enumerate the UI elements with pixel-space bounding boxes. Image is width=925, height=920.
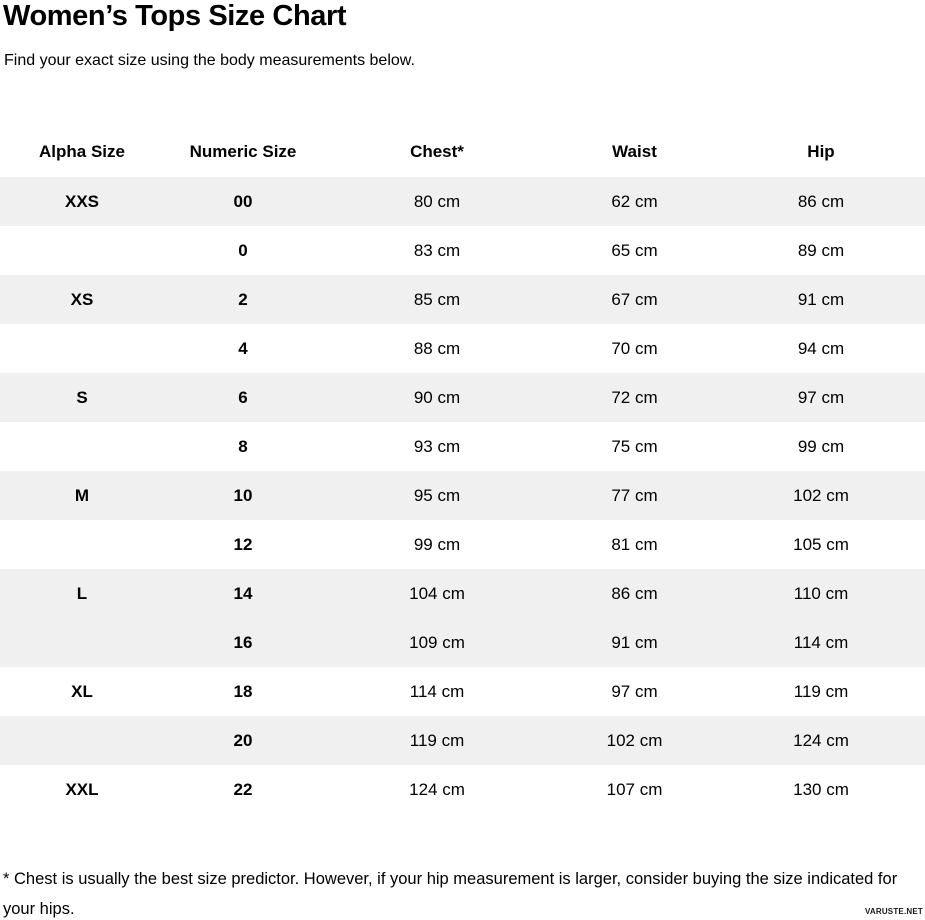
table-row: L 14 104 cm 86 cm 110 cm bbox=[0, 569, 925, 618]
table-row: 16 109 cm 91 cm 114 cm bbox=[0, 618, 925, 667]
table-row: S 6 90 cm 72 cm 97 cm bbox=[0, 373, 925, 422]
column-header: Hip bbox=[807, 142, 835, 161]
numeric-size-cell: 00 bbox=[233, 191, 253, 211]
table-row: 20 119 cm 102 cm 124 cm bbox=[0, 716, 925, 765]
chest-cell: 99 cm bbox=[413, 534, 461, 554]
waist-cell: 77 cm bbox=[611, 485, 658, 505]
chest-cell: 95 cm bbox=[413, 485, 461, 505]
table-header-row: Alpha Size Numeric Size Chest* Waist Hip bbox=[0, 127, 925, 177]
alpha-size-cell: S bbox=[76, 387, 88, 407]
numeric-size-cell: 4 bbox=[238, 338, 248, 358]
column-header: Alpha Size bbox=[39, 142, 125, 161]
table-row: 4 88 cm 70 cm 94 cm bbox=[0, 324, 925, 373]
waist-cell: 86 cm bbox=[611, 583, 658, 603]
waist-cell: 72 cm bbox=[611, 387, 658, 407]
table-row: M 10 95 cm 77 cm 102 cm bbox=[0, 471, 925, 520]
numeric-size-cell: 22 bbox=[233, 779, 253, 799]
hip-cell: 124 cm bbox=[793, 730, 849, 750]
waist-cell: 70 cm bbox=[611, 338, 658, 358]
table-row: 8 93 cm 75 cm 99 cm bbox=[0, 422, 925, 471]
numeric-size-cell: 0 bbox=[238, 240, 248, 260]
hip-cell: 91 cm bbox=[797, 289, 845, 309]
alpha-size-cell: XS bbox=[70, 289, 94, 309]
table-row: XL 18 114 cm 97 cm 119 cm bbox=[0, 667, 925, 716]
numeric-size-cell: 20 bbox=[233, 730, 253, 750]
numeric-size-cell: 14 bbox=[233, 583, 253, 603]
chest-cell: 119 cm bbox=[409, 730, 465, 750]
chest-footnote: * Chest is usually the best size predict… bbox=[3, 870, 898, 918]
chest-cell: 85 cm bbox=[413, 289, 461, 309]
numeric-size-cell: 18 bbox=[233, 681, 253, 701]
column-header: Numeric Size bbox=[189, 142, 297, 161]
numeric-size-cell: 6 bbox=[238, 387, 248, 407]
chest-cell: 80 cm bbox=[413, 191, 461, 211]
hip-cell: 97 cm bbox=[797, 387, 845, 407]
watermark: VARUSTE.NET bbox=[864, 907, 923, 916]
numeric-size-cell: 16 bbox=[233, 632, 253, 652]
numeric-size-cell: 12 bbox=[233, 534, 253, 554]
table-row: 12 99 cm 81 cm 105 cm bbox=[0, 520, 925, 569]
alpha-size-cell: XL bbox=[71, 681, 93, 701]
chest-cell: 88 cm bbox=[413, 338, 461, 358]
page-subtitle: Find your exact size using the body meas… bbox=[4, 52, 415, 69]
table-row: 0 83 cm 65 cm 89 cm bbox=[0, 226, 925, 275]
waist-cell: 107 cm bbox=[606, 779, 663, 799]
hip-cell: 119 cm bbox=[793, 681, 849, 701]
table-row: XS 2 85 cm 67 cm 91 cm bbox=[0, 275, 925, 324]
chest-cell: 124 cm bbox=[409, 779, 465, 799]
waist-cell: 62 cm bbox=[611, 191, 658, 211]
waist-cell: 67 cm bbox=[611, 289, 658, 309]
waist-cell: 102 cm bbox=[606, 730, 663, 750]
chest-cell: 114 cm bbox=[409, 681, 465, 701]
waist-cell: 91 cm bbox=[611, 632, 658, 652]
waist-cell: 81 cm bbox=[611, 534, 658, 554]
hip-cell: 94 cm bbox=[797, 338, 845, 358]
chest-cell: 109 cm bbox=[409, 632, 465, 652]
hip-cell: 110 cm bbox=[793, 583, 849, 603]
hip-cell: 86 cm bbox=[797, 191, 845, 211]
table-row: XXS 00 80 cm 62 cm 86 cm bbox=[0, 177, 925, 226]
hip-cell: 99 cm bbox=[797, 436, 845, 456]
waist-cell: 97 cm bbox=[611, 681, 658, 701]
table-body: XXS 00 80 cm 62 cm 86 cm 0 83 cm 65 cm 89 cm XS 2 8… bbox=[0, 177, 925, 814]
column-header: Chest* bbox=[410, 142, 464, 161]
size-table: Alpha Size Numeric Size Chest* Waist Hip XXS… bbox=[0, 127, 925, 814]
hip-cell: 89 cm bbox=[797, 240, 845, 260]
waist-cell: 65 cm bbox=[611, 240, 658, 260]
page-title: Women’s Tops Size Chart bbox=[3, 0, 347, 32]
hip-cell: 102 cm bbox=[793, 485, 849, 505]
table-row: XXL 22 124 cm 107 cm 130 cm bbox=[0, 765, 925, 814]
column-header: Waist bbox=[612, 142, 657, 161]
waist-cell: 75 cm bbox=[611, 436, 658, 456]
hip-cell: 114 cm bbox=[793, 632, 849, 652]
alpha-size-cell: L bbox=[76, 583, 88, 603]
chest-cell: 93 cm bbox=[413, 436, 461, 456]
alpha-size-cell: M bbox=[74, 485, 90, 505]
alpha-size-cell: XXL bbox=[65, 779, 99, 799]
numeric-size-cell: 8 bbox=[238, 436, 248, 456]
hip-cell: 105 cm bbox=[793, 534, 849, 554]
alpha-size-cell: XXS bbox=[64, 191, 100, 211]
chest-cell: 90 cm bbox=[413, 387, 461, 407]
numeric-size-cell: 2 bbox=[238, 289, 248, 309]
chest-cell: 104 cm bbox=[409, 583, 465, 603]
chest-cell: 83 cm bbox=[413, 240, 461, 260]
numeric-size-cell: 10 bbox=[233, 485, 253, 505]
hip-cell: 130 cm bbox=[793, 779, 849, 799]
